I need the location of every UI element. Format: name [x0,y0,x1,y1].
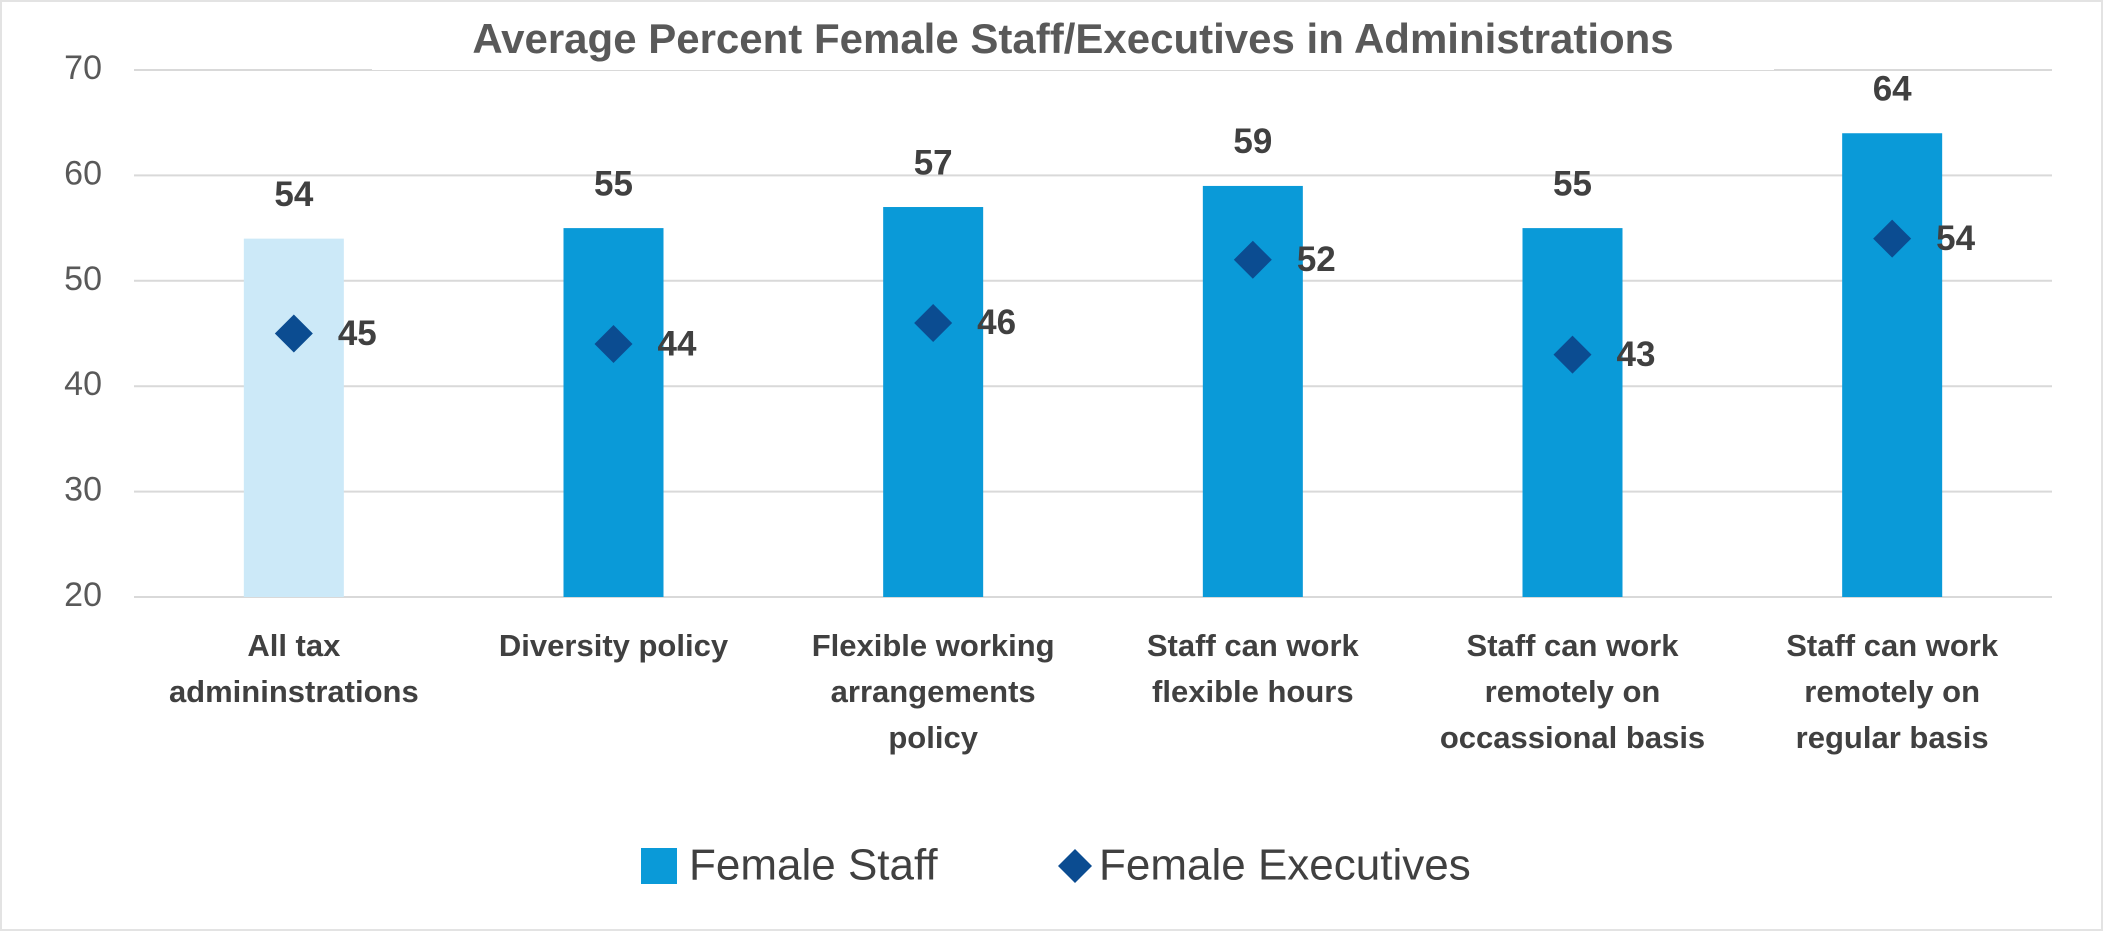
legend-label: Female Staff [689,841,938,890]
y-tick-label: 40 [64,365,102,403]
diamond-marker [594,325,633,364]
diamond-marker [914,303,953,342]
x-tick-label: arrangements [831,674,1036,709]
data-label: 55 [594,164,633,203]
y-tick-label: 70 [64,49,102,87]
title-background [372,12,1774,70]
data-label: 52 [1297,240,1336,279]
y-tick-label: 30 [64,471,102,509]
x-tick-label: occassional basis [1440,720,1705,755]
legend-swatch [1058,849,1092,883]
x-tick-label: Flexible working [812,628,1055,663]
data-label: 46 [977,303,1016,342]
bar [1842,133,1943,598]
data-label: 45 [338,314,377,353]
x-tick-label: Staff can work [1786,628,1999,663]
legend-swatch [641,848,677,884]
x-tick-label: admininstrations [169,674,419,709]
bar [883,207,984,597]
chart-title: Average Percent Female Staff/Executives … [472,15,1673,62]
x-tick-label: remotely on [1485,674,1661,709]
data-label: 55 [1553,164,1592,203]
diamond-marker [274,314,313,353]
y-tick-label: 20 [64,576,102,614]
x-tick-label: policy [888,720,978,755]
x-tick-label: flexible hours [1152,674,1354,709]
x-tick-label: Staff can work [1467,628,1680,663]
bar [563,228,664,597]
data-label: 54 [1936,219,1975,258]
data-label: 59 [1233,122,1272,161]
data-label: 54 [274,175,313,214]
x-tick-label: Diversity policy [499,628,729,663]
x-tick-label: regular basis [1796,720,1989,755]
data-label: 43 [1617,335,1656,374]
diamond-marker [1233,240,1272,279]
legend-label: Female Executives [1099,841,1471,890]
y-tick-label: 60 [64,154,102,192]
bar [243,238,344,597]
diamond-marker [1873,219,1912,258]
x-tick-label: remotely on [1804,674,1980,709]
data-label: 44 [658,324,697,363]
bar [1522,228,1623,597]
diamond-marker [1553,335,1592,374]
data-label: 64 [1873,69,1912,108]
y-tick-label: 50 [64,260,102,298]
x-tick-label: Staff can work [1147,628,1360,663]
x-tick-label: All tax [247,628,341,663]
data-label: 57 [914,143,953,182]
